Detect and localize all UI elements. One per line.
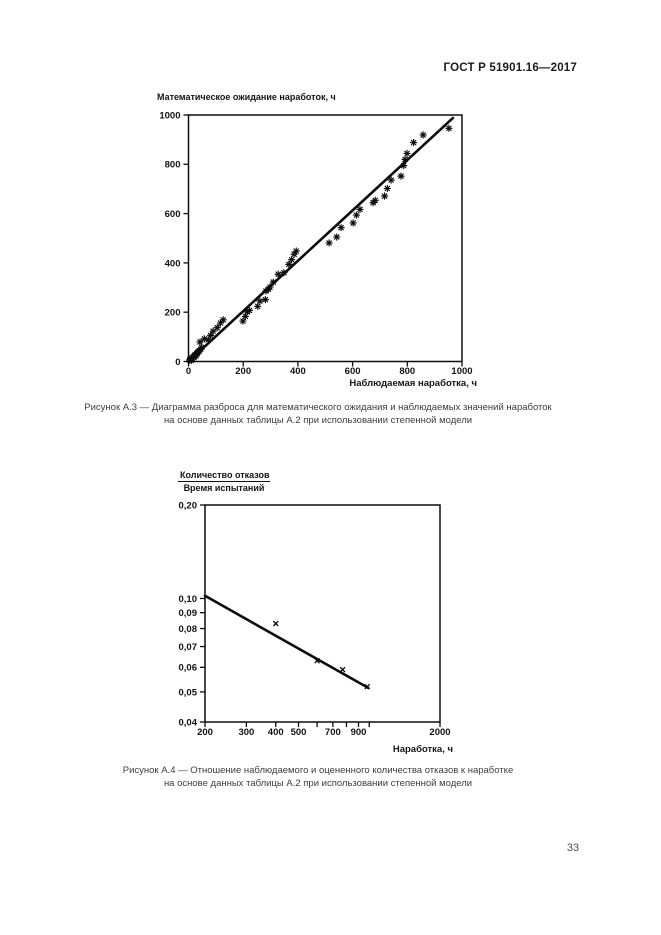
chart-a3-x-axis-title: Наблюдаемая наработка, ч [349, 378, 477, 389]
y-tick-label: 0,09 [179, 608, 198, 619]
x-tick-label: 200 [235, 366, 251, 377]
chart-a4-points [273, 620, 370, 690]
x-tick-label: 800 [399, 366, 415, 377]
y-tick-label: 600 [165, 209, 181, 220]
y-tick-label: 1000 [159, 110, 180, 121]
y-tick-label: 0,04 [179, 717, 198, 728]
figure-a4-caption: Рисунок А.4 — Отношение наблюдаемого и о… [0, 765, 636, 790]
chart-a4-y-axis-title-numerator: Количество отказов [178, 470, 270, 482]
y-tick-label: 0,10 [179, 594, 198, 605]
x-tick-label: 0 [186, 366, 191, 377]
chart-a3-fit-line [187, 116, 455, 363]
chart-a3-points [185, 124, 453, 365]
page-number: 33 [566, 842, 580, 854]
figure-a3-caption-line2: на основе данных таблицы А.2 при использ… [163, 414, 473, 426]
x-tick-label: 700 [325, 727, 341, 738]
chart-a4-y-axis-title-denominator: Время испытаний [183, 483, 265, 493]
chart-a4-plot-frame [204, 504, 441, 723]
x-tick-label: 400 [268, 727, 284, 738]
figure-a4-caption-line2: на основе данных таблицы А.2 при использ… [163, 777, 473, 789]
chart-a4-y-axis-title: Количество отказов Время испытаний [178, 470, 270, 493]
y-tick-label: 0,06 [179, 663, 198, 674]
chart-a4-fit-line [203, 594, 370, 690]
figure-a3-caption-line1: Рисунок А.3 — Диаграмма разброса для мат… [84, 402, 552, 413]
y-tick-label: 800 [165, 160, 181, 171]
figure-a4-caption-line1: Рисунок А.4 — Отношение наблюдаемого и о… [122, 765, 514, 776]
y-tick-label: 0,20 [179, 500, 198, 511]
y-tick-label: 400 [165, 258, 181, 269]
x-tick-label: 200 [197, 727, 213, 738]
x-tick-label: 1000 [451, 366, 472, 377]
y-tick-label: 0 [175, 357, 180, 368]
x-tick-label: 600 [345, 366, 361, 377]
figure-a3-caption: Рисунок А.3 — Диаграмма разброса для мат… [0, 402, 636, 427]
chart-a3-plot-frame [187, 114, 463, 363]
y-tick-label: 200 [165, 308, 181, 319]
x-tick-label: 900 [351, 727, 367, 738]
chart-a4-x-axis-title: Наработка, ч [392, 744, 453, 755]
y-tick-label: 0,08 [179, 624, 198, 635]
y-tick-label: 0,07 [179, 642, 198, 653]
y-tick-label: 0,05 [179, 687, 198, 698]
x-tick-label: 2000 [429, 727, 450, 738]
x-tick-label: 400 [290, 366, 306, 377]
x-tick-label: 300 [238, 727, 254, 738]
standard-number-header: ГОСТ Р 51901.16—2017 [443, 62, 577, 74]
chart-a3: 0 200 400 600 800 1000 0 200 400 600 800 1000 [159, 110, 472, 377]
chart-a3-y-axis-title: Математическое ожидание наработок, ч [157, 92, 336, 102]
x-tick-label: 500 [291, 727, 307, 738]
